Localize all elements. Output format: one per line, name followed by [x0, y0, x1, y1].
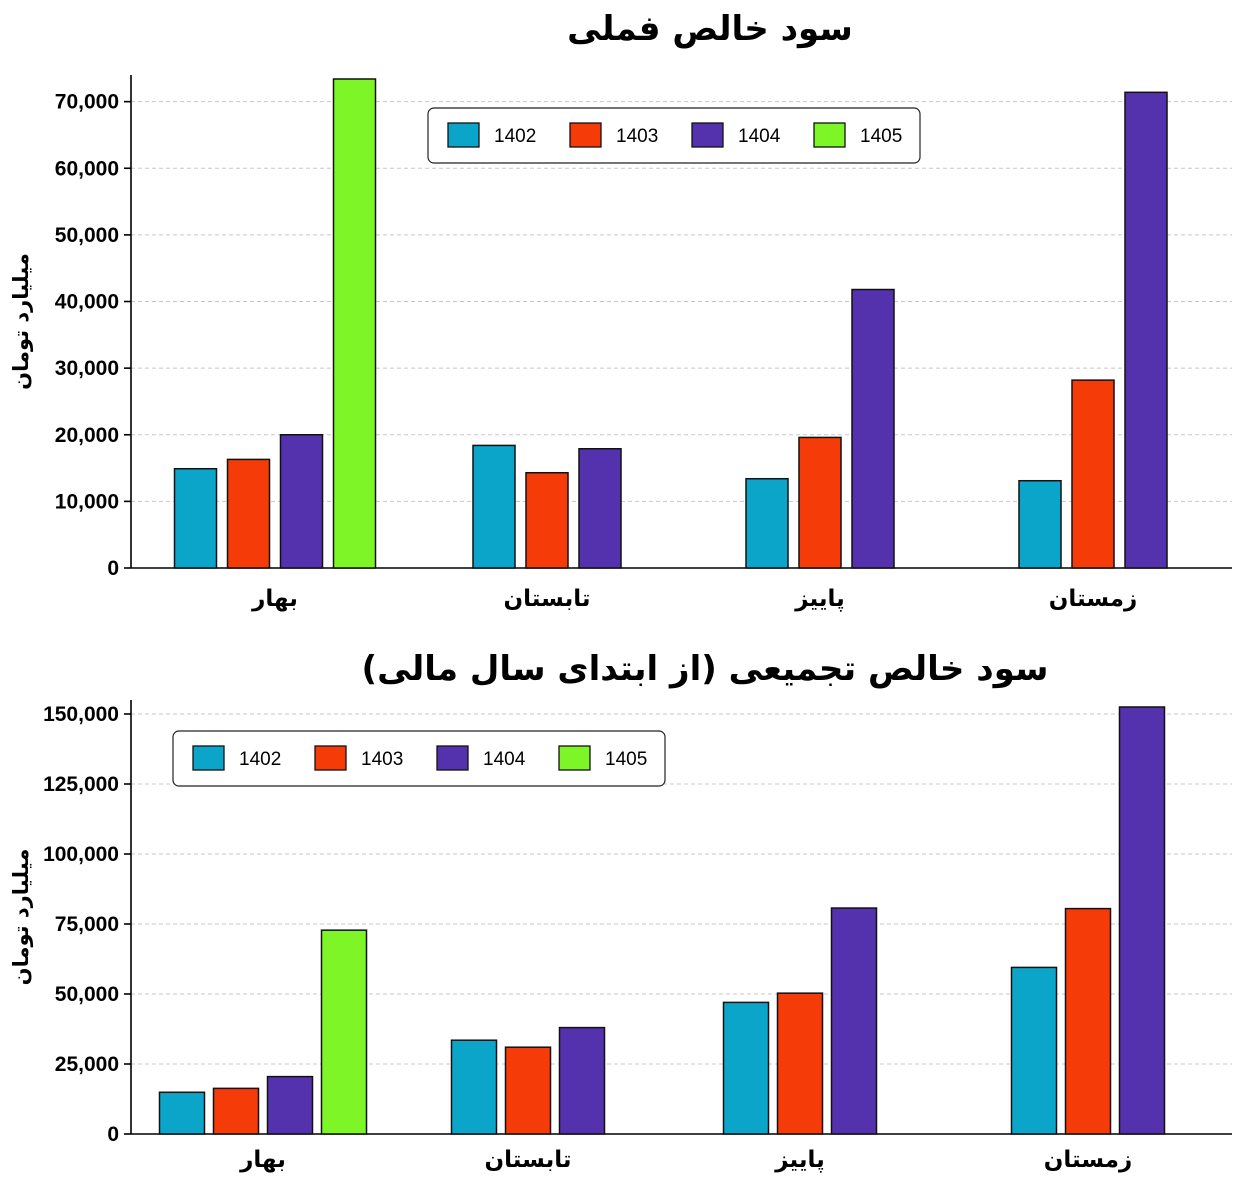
chart-title: سود خالص تجمیعی (از ابتدای سال مالی) — [362, 649, 1049, 689]
y-axis-label: میلیارد تومان — [9, 849, 33, 986]
bar-1402-3 — [722, 1001, 770, 1135]
legend-label-1405: 1405 — [605, 749, 647, 770]
y-tick-label: 0 — [107, 557, 119, 580]
legend: 1402 1403 1404 1405 — [427, 107, 921, 164]
legend-swatch-1404 — [436, 745, 469, 771]
bar-1404-3 — [851, 288, 895, 569]
bar-1404-3 — [830, 907, 878, 1135]
bar-1404-1 — [279, 434, 324, 569]
legend-label-1403: 1403 — [616, 126, 658, 147]
bar-1402-3 — [745, 477, 789, 569]
bar-1404-2 — [578, 447, 622, 569]
chart-2: 0 25,000 50,000 75,000 100,000 125,000 150,000… — [9, 649, 1232, 1173]
legend-label-1405: 1405 — [860, 126, 902, 147]
y-tick-label: 100,000 — [43, 843, 119, 866]
x-tick-label: پاییز — [794, 586, 845, 612]
legend-swatch-1402 — [192, 745, 225, 771]
legend-label-1402: 1402 — [494, 126, 536, 147]
bar-1402-1 — [173, 467, 218, 569]
bar-1405-1 — [332, 78, 377, 569]
x-tick-label: بهار — [239, 1147, 286, 1173]
bar-1402-4 — [1018, 479, 1062, 569]
y-tick-label: 25,000 — [55, 1053, 119, 1076]
legend: 1402 1403 1404 1405 — [172, 730, 666, 787]
bar-1404-4 — [1118, 706, 1166, 1135]
y-axis-label: میلیارد تومان — [9, 253, 33, 390]
bar-1405-1 — [320, 929, 368, 1135]
chart-1: 0 10,000 20,000 30,000 40,000 50,000 60,000 70,… — [9, 9, 1232, 612]
x-tick-label: زمستان — [1049, 586, 1138, 612]
bar-1402-2 — [472, 444, 516, 569]
bar-1403-2 — [504, 1046, 552, 1135]
legend-label-1404: 1404 — [738, 126, 781, 147]
y-tick-label: 125,000 — [43, 773, 119, 796]
legend-label-1402: 1402 — [239, 749, 281, 770]
x-tick-label: زمستان — [1044, 1147, 1133, 1173]
legend-label-1403: 1403 — [361, 749, 403, 770]
y-tick-label: 0 — [107, 1123, 119, 1146]
bar-1402-4 — [1010, 966, 1058, 1135]
bar-1403-1 — [226, 458, 271, 569]
y-tick-label: 60,000 — [55, 157, 119, 180]
legend-swatch-1404 — [691, 122, 724, 148]
legend-swatch-1405 — [813, 122, 846, 148]
legend-label-1404: 1404 — [483, 749, 526, 770]
bar-1403-3 — [776, 992, 824, 1135]
bar-1402-1 — [158, 1091, 206, 1135]
bar-1402-2 — [450, 1039, 498, 1135]
bar-1403-4 — [1064, 907, 1112, 1135]
y-tick-label: 10,000 — [55, 490, 119, 513]
y-tick-label: 150,000 — [43, 703, 119, 726]
x-tick-label: پاییز — [774, 1147, 825, 1173]
legend-swatch-1405 — [558, 745, 591, 771]
legend-box — [427, 107, 921, 164]
chart-title: سود خالص فملی — [567, 9, 853, 49]
x-tick-label: تابستان — [485, 1147, 572, 1173]
bar-1403-2 — [525, 471, 569, 569]
bar-1404-4 — [1124, 91, 1168, 569]
x-tick-label: بهار — [251, 586, 298, 612]
bar-1403-4 — [1071, 379, 1115, 569]
legend-swatch-1402 — [447, 122, 480, 148]
y-tick-label: 50,000 — [55, 983, 119, 1006]
legend-swatch-1403 — [569, 122, 602, 148]
y-tick-label: 50,000 — [55, 224, 119, 247]
bar-1404-2 — [558, 1026, 606, 1135]
bar-1403-1 — [212, 1087, 260, 1135]
y-tick-label: 30,000 — [55, 357, 119, 380]
bar-1404-1 — [266, 1075, 314, 1135]
legend-swatch-1403 — [314, 745, 347, 771]
x-tick-label: تابستان — [504, 586, 591, 612]
y-tick-label: 70,000 — [55, 91, 119, 114]
y-tick-label: 40,000 — [55, 291, 119, 314]
y-tick-label: 20,000 — [55, 424, 119, 447]
bar-1403-3 — [798, 436, 842, 569]
y-tick-label: 75,000 — [55, 913, 119, 936]
legend-box — [172, 730, 666, 787]
